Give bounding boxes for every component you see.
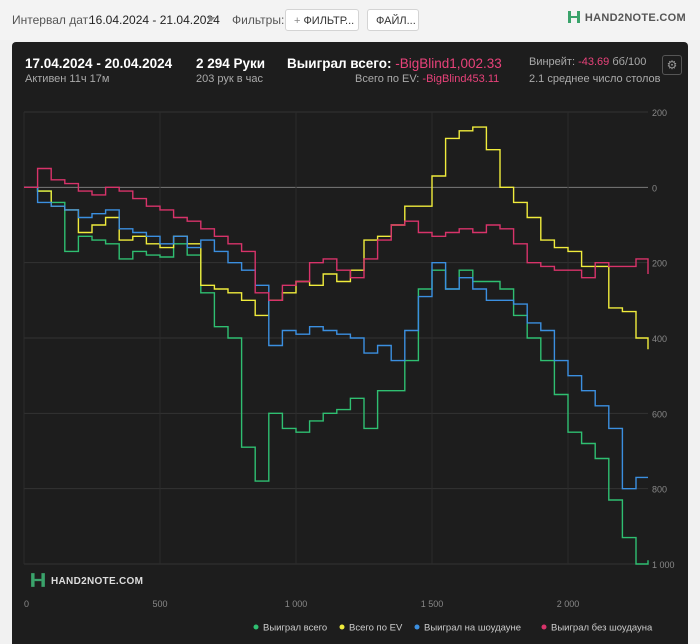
ev-stat: Всего по EV: -BigBlind453.11 (355, 73, 499, 85)
won-total-value: -BigBlind1,002.33 (395, 56, 502, 71)
series-line (24, 167, 649, 301)
legend-item[interactable]: Выиграл на шоудауне (414, 623, 522, 634)
graph-panel: 17.04.2024 - 20.04.2024 Активен 11ч 17м … (12, 42, 688, 644)
y-tick-label: 0 (652, 183, 657, 193)
y-tick-label: 600 (652, 409, 667, 419)
legend-label: Выиграл всего (263, 623, 327, 634)
file-button-label: ФАЙЛ... (376, 15, 416, 27)
series-line (24, 186, 648, 490)
won-total-label: Выиграл всего: (287, 56, 392, 71)
ev-label: Всего по EV: (355, 73, 420, 85)
watermark-text: HAND2NOTE.COM (51, 576, 144, 587)
x-tick-label: 2 000 (557, 599, 580, 609)
add-filter-label: ФИЛЬТР... (303, 15, 355, 27)
interval-label: Интервал дат: (12, 13, 92, 27)
watermark: HAND2NOTE.COM (30, 572, 143, 588)
legend-marker (541, 624, 547, 630)
legend-label: Всего по EV (349, 623, 403, 634)
legend-item[interactable]: Выиграл всего (253, 623, 328, 634)
series-lines (24, 126, 649, 565)
top-toolbar: Интервал дат: 16.04.2024 - 21.04.2024 Фи… (0, 0, 700, 40)
series-line (24, 126, 649, 350)
hands-per-hour: 203 рук в час (196, 73, 264, 85)
y-tick-label: 200 (652, 108, 667, 118)
brand-logo: HAND2NOTE.COM (567, 10, 686, 24)
won-total-stat: Выиграл всего: -BigBlind1,002.33 (287, 56, 502, 71)
x-tick-label: 500 (152, 599, 167, 609)
legend-marker (414, 624, 420, 630)
legend-marker (253, 624, 259, 630)
bankroll-chart: 200 0 200 400 600 800 1 000 0 500 1 000 1 500 2 00… (23, 108, 675, 634)
logo-text: HAND2NOTE.COM (584, 12, 686, 24)
y-tick-label: 1 000 (652, 560, 675, 570)
winrate-label: Винрейт: (529, 56, 576, 68)
legend-marker (339, 624, 345, 630)
legend-label: Выиграл на шоудауне (424, 623, 521, 634)
chart-legend: Выиграл всего Всего по EV Выиграл на шоуда… (253, 623, 654, 634)
winrate-value: -43.69 (578, 56, 610, 68)
logo-icon (567, 11, 580, 23)
winrate-unit: бб/100 (612, 56, 647, 68)
active-time: Активен 11ч 17м (25, 73, 110, 85)
y-tick-label: 400 (652, 334, 667, 344)
x-tick-label: 1 000 (285, 599, 308, 609)
file-button[interactable]: ФАЙЛ... (367, 9, 419, 31)
legend-item[interactable]: Всего по EV (339, 623, 403, 634)
date-range: 17.04.2024 - 20.04.2024 (25, 56, 173, 71)
ev-value: -BigBlind453.11 (422, 73, 500, 85)
gear-icon[interactable]: ⚙ (662, 55, 682, 75)
y-tick-label: 800 (652, 485, 667, 495)
filters-label: Фильтры: (232, 13, 285, 27)
x-axis-ticks: 0 500 1 000 1 500 2 000 (24, 599, 579, 609)
x-tick-label: 1 500 (421, 599, 444, 609)
watermark-logo-icon (31, 573, 45, 587)
winrate-stat: Винрейт: -43.69 бб/100 (529, 56, 646, 68)
legend-item[interactable]: Выиграл без шоудауна (541, 623, 654, 634)
y-axis-ticks: 200 0 200 400 600 800 1 000 (652, 108, 675, 570)
plus-icon: + (294, 15, 301, 27)
avg-tables: 2.1 среднее число столов (529, 73, 661, 85)
chevron-down-icon[interactable] (207, 17, 215, 22)
interval-value[interactable]: 16.04.2024 - 21.04.2024 (89, 13, 220, 27)
x-tick-label: 0 (24, 599, 29, 609)
legend-label: Выиграл без шоудауна (551, 623, 653, 634)
add-filter-button[interactable]: + ФИЛЬТР... (285, 9, 359, 31)
hands-count: 2 294 Руки (196, 56, 266, 71)
y-tick-label: 200 (652, 259, 667, 269)
